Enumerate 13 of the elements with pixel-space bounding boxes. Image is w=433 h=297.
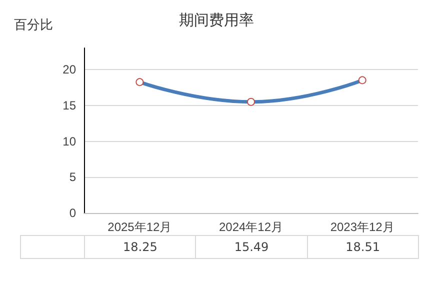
data-label: 18.25 (84, 236, 196, 258)
y-tick-label: 5 (69, 170, 76, 184)
x-tick-label: 2024年12月 (218, 220, 284, 234)
y-axis-title: 百分比 (14, 17, 53, 32)
y-tick-label: 0 (69, 206, 76, 220)
chart-title: 期间费用率 (179, 12, 254, 29)
x-tick-label: 2023年12月 (330, 220, 394, 234)
y-tick-label: 15 (62, 98, 76, 112)
data-label: 15.49 (196, 236, 308, 258)
x-tick-label: 2025年12月 (108, 220, 172, 234)
data-label: 18.51 (307, 236, 418, 258)
y-tick-label: 10 (62, 134, 76, 148)
y-tick-label: 20 (62, 62, 76, 77)
